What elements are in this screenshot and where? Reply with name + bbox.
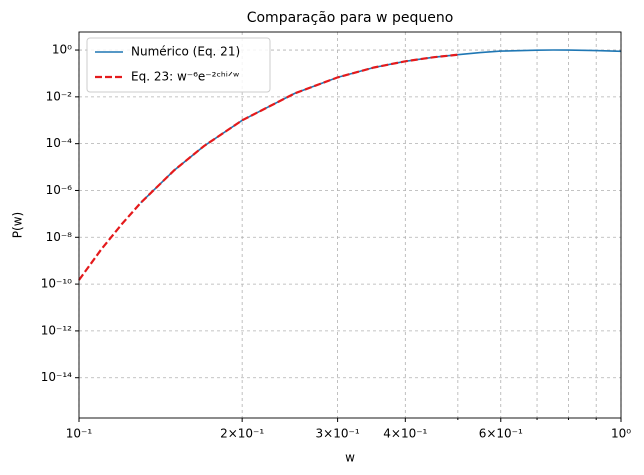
- legend-label: Numérico (Eq. 21): [131, 45, 240, 59]
- y-tick-label: 10⁻¹⁴: [41, 370, 72, 384]
- y-axis-label: P(w): [11, 212, 25, 238]
- y-tick-label: 10⁻¹²: [41, 323, 72, 337]
- plot-frame: [78, 31, 622, 419]
- x-tick-label: 3×10⁻¹: [316, 427, 360, 441]
- y-tick-label: 10⁻²: [46, 89, 73, 103]
- y-tick-label: 10⁻⁴: [46, 136, 73, 150]
- y-tick-label: 10⁻⁸: [46, 230, 73, 244]
- x-axis-label: w: [345, 451, 355, 465]
- x-tick-label: 2×10⁻¹: [220, 427, 264, 441]
- x-tick-label: 10⁻¹: [66, 427, 93, 441]
- y-tick-label: 10⁰: [52, 43, 72, 57]
- chart-title: Comparação para w pequeno: [247, 10, 454, 26]
- x-tick-label: 6×10⁻¹: [479, 427, 523, 441]
- data-line: [78, 53, 458, 281]
- legend-label: Eq. 23: w⁻⁶e⁻²ᶜʰⁱᐟʷ: [131, 70, 239, 84]
- y-tick-label: 10⁻⁶: [46, 183, 73, 197]
- x-tick-label: 10⁰: [611, 427, 631, 441]
- y-tick-label: 10⁻¹⁰: [41, 277, 72, 291]
- x-tick-label: 4×10⁻¹: [383, 427, 427, 441]
- legend-box: [86, 37, 271, 93]
